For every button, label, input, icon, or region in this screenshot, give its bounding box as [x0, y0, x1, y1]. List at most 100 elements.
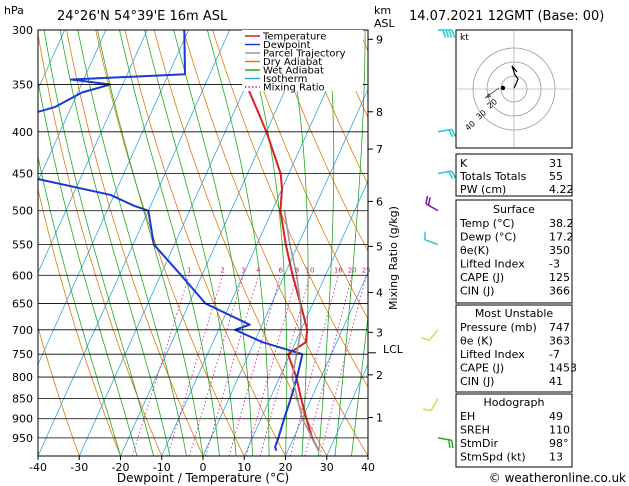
isotherm-line	[120, 30, 313, 456]
skewt-axes: 3003504004505005506006507007508008509009…	[12, 24, 383, 474]
dry-adiabat-line	[38, 325, 80, 456]
hodo-row-value: 110	[549, 424, 570, 437]
mixing-ratio-label: 2	[220, 266, 224, 274]
asl-unit-label: ASL	[374, 17, 396, 30]
pressure-tick-label: 700	[12, 324, 33, 337]
km-unit-label: km	[374, 4, 391, 17]
wind-barb-flag	[451, 440, 454, 449]
legend-label: Dry Adiabat	[263, 57, 322, 68]
wind-barb-flag	[425, 195, 429, 204]
wind-barb-staff	[428, 329, 439, 341]
x-tick-label: 0	[200, 461, 207, 474]
wet-adiabat-line	[173, 30, 253, 456]
wind-barb-flag	[423, 408, 432, 412]
surface-row-label: CIN (J)	[460, 285, 494, 298]
x-tick-label: 20	[279, 461, 293, 474]
hodo-row-label: StmDir	[460, 437, 499, 450]
pressure-tick-label: 750	[12, 348, 33, 361]
mixing-ratio-line	[205, 275, 259, 456]
dry-adiabat-line	[270, 30, 368, 253]
lcl-label: LCL	[383, 343, 404, 356]
wind-barbs	[421, 29, 457, 449]
unstable-row-value: 41	[549, 375, 563, 388]
date-title: 14.07.2021 12GMT (Base: 00)	[409, 9, 604, 24]
parcel-trajectory-line	[283, 210, 320, 452]
pressure-tick-label: 850	[12, 392, 33, 405]
wind-barb-staff	[425, 203, 439, 212]
mixing-ratio-line	[228, 275, 282, 456]
mixing-ratio-axis-label: Mixing Ratio (g/kg)	[387, 206, 400, 310]
mixing-ratio-label: 20	[348, 266, 357, 274]
x-tick-label: 40	[361, 461, 375, 474]
hodograph-table-box	[455, 393, 573, 468]
unstable-row-label: θe (K)	[460, 335, 493, 348]
hodo-row-value: 49	[549, 410, 563, 423]
legend-background	[242, 30, 363, 91]
km-tick-label: 2	[376, 369, 383, 382]
hodograph-kt-label: kt	[460, 33, 469, 43]
x-tick-label: -20	[112, 461, 130, 474]
isotherm-line	[202, 88, 368, 456]
indices-box	[455, 153, 573, 197]
pw-label: PW (cm)	[460, 183, 506, 196]
legend-label: Dewpoint	[263, 40, 311, 51]
legend-label: Isotherm	[263, 74, 307, 85]
wind-barb-flag	[442, 29, 447, 38]
surface-row-value: 366	[549, 285, 570, 298]
dry-adiabat-line	[593, 30, 629, 456]
pressure-tick-label: 300	[12, 24, 33, 37]
pressure-tick-label: 400	[12, 126, 33, 139]
unstable-row-label: CAPE (J)	[460, 362, 504, 375]
km-tick-label: 3	[376, 326, 383, 339]
km-tick-label: 5	[376, 240, 383, 253]
isotherm-line	[161, 30, 354, 456]
surface-row-label: Temp (°C)	[459, 217, 515, 230]
mixing-ratio-labels: 1 2 3 4 6 8 10 16 20 25	[187, 266, 371, 274]
pressure-tick-label: 600	[12, 269, 33, 282]
wet-adiabat-line	[119, 30, 220, 456]
k-index-label: K	[460, 157, 468, 170]
isotherm-line	[326, 363, 368, 456]
km-tick-label: 1	[376, 412, 383, 425]
dry-adiabat-line	[153, 30, 328, 456]
wind-barb-flag	[427, 197, 431, 206]
wind-barb-flag	[448, 129, 454, 138]
most-unstable-box	[455, 304, 573, 393]
wind-barb-staff	[437, 437, 452, 442]
mixing-ratio-line	[289, 275, 339, 456]
wind-barb-flag	[448, 171, 454, 179]
surface-row-label: CAPE (J)	[460, 271, 504, 284]
hodograph-trace	[511, 65, 519, 89]
x-tick-label: -40	[29, 461, 47, 474]
unstable-row-value: 1453	[549, 362, 577, 375]
unstable-row-label: CIN (J)	[460, 375, 494, 388]
hodo-row-label: StmSpd (kt)	[460, 451, 526, 464]
surface-row-value: 38.2	[549, 217, 574, 230]
mixing-ratio-label: 6	[278, 266, 283, 274]
surface-row-value: 125	[549, 271, 570, 284]
isotherm-line	[78, 30, 272, 456]
pressure-tick-label: 350	[12, 79, 33, 92]
x-tick-label: -10	[153, 461, 171, 474]
hodo-row-value: 98°	[549, 437, 569, 450]
surface-row-value: -3	[549, 258, 560, 271]
wind-barb-staff	[424, 238, 439, 246]
unstable-row-label: Pressure (mb)	[460, 321, 537, 334]
x-axis-title: Dewpoint / Temperature (°C)	[117, 471, 289, 485]
wet-adiabat-line	[334, 30, 366, 456]
hodograph-storm-arrowhead	[485, 93, 491, 98]
hodo-row-label: EH	[460, 410, 475, 423]
copyright-text: © weatheronline.co.uk	[489, 471, 626, 485]
dry-adiabat-line	[95, 30, 245, 456]
unstable-row-value: 363	[549, 335, 570, 348]
wet-adiabat-line	[351, 313, 368, 456]
mixing-ratio-label: 16	[334, 266, 343, 274]
wet-adiabat-line	[97, 30, 204, 456]
wet-adiabat-line	[77, 30, 187, 456]
mixing-ratio-line	[304, 275, 353, 456]
surface-title: Surface	[493, 203, 535, 216]
totals-totals-label: Totals Totals	[459, 170, 527, 183]
hodo-row-label: SREH	[460, 424, 490, 437]
